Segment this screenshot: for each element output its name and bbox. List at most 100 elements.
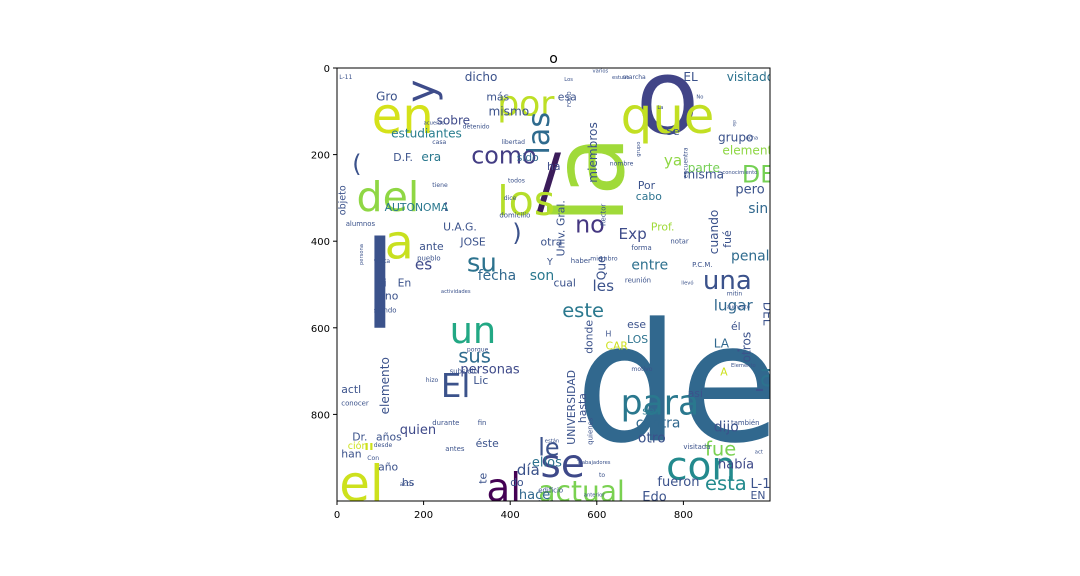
word-186: "	[363, 439, 375, 469]
word-57: personas	[460, 362, 520, 377]
word-60: estudiantes	[391, 126, 462, 140]
word-168: objeto	[338, 185, 349, 215]
word-35: fecha	[478, 268, 516, 284]
word-25: esta	[705, 472, 747, 495]
word-164: DEL	[761, 302, 775, 326]
word-178: conocimiento	[722, 170, 757, 176]
word-81: LOS	[627, 333, 648, 346]
word-116: P.C.M.	[692, 261, 712, 269]
word-159: hasta	[576, 393, 589, 423]
chart-title: o	[549, 51, 558, 67]
word-110: fin	[478, 419, 487, 427]
word-43: dijo	[714, 420, 739, 436]
word-68: elementos	[722, 144, 786, 158]
word-111: antes	[445, 445, 465, 453]
word-32: Exp	[619, 225, 647, 243]
word-29: no	[575, 211, 605, 239]
word-157: Gral.	[554, 200, 567, 226]
word-115: forma	[631, 244, 651, 252]
x-tick-label: 0	[334, 510, 340, 521]
word-33: ya	[664, 151, 682, 169]
word-20: para	[621, 383, 700, 423]
word-165: otros	[740, 332, 754, 363]
word-119: miembro	[590, 256, 618, 263]
word-19: El	[441, 367, 471, 405]
word-143: L-11	[339, 74, 352, 81]
word-171: encuentra	[683, 147, 690, 178]
word-80: ese	[627, 318, 646, 331]
word-55: quien	[400, 423, 436, 438]
word-123: alumnos	[346, 220, 376, 228]
word-146: La	[657, 105, 663, 111]
word-18: un	[450, 309, 497, 352]
word-90: JOSE	[459, 236, 486, 249]
word-117: reunión	[625, 276, 651, 284]
y-tick-label: 800	[311, 410, 330, 421]
word-133: nombre	[610, 160, 634, 167]
word-170: FOLIO	[567, 91, 573, 107]
word-99: han	[341, 448, 361, 461]
word-69: misma	[683, 167, 724, 181]
word-73: Por	[638, 179, 656, 192]
word-45: contra	[636, 415, 681, 431]
word-167: te	[476, 472, 489, 483]
word-14: al	[486, 466, 521, 511]
word-184: )	[512, 219, 521, 247]
word-40: penal	[731, 249, 770, 265]
word-72: D.F.	[393, 151, 413, 164]
word-127: tiene	[432, 182, 448, 189]
word-144: acuerdo	[424, 120, 445, 126]
word-2: o	[636, 37, 700, 158]
word-190: grupo	[636, 142, 642, 157]
word-120: visitada	[683, 443, 710, 451]
word-30: sus	[458, 344, 491, 367]
word-160: donde	[583, 320, 596, 354]
word-66: parte	[688, 161, 720, 175]
word-92: ante	[419, 240, 444, 253]
word-1: la	[532, 135, 647, 224]
word-187: :	[443, 196, 449, 216]
word-38: entre	[631, 257, 668, 273]
word-89: otra	[541, 236, 563, 249]
word-100: año	[378, 461, 398, 474]
word-125: siendo	[374, 307, 397, 315]
word-150: to	[599, 472, 605, 479]
word-156: Univ.	[554, 230, 567, 257]
word-82: LA	[714, 336, 730, 350]
word-101: hs	[402, 476, 415, 489]
word-152: H	[606, 330, 612, 339]
word-24: fue	[705, 438, 736, 461]
word-22: su	[467, 249, 497, 279]
word-94: si	[378, 277, 387, 290]
x-tick-label: 600	[587, 510, 606, 521]
word-169: Rector	[600, 204, 608, 226]
word-84: así	[688, 387, 704, 400]
word-97: Dr.	[352, 430, 367, 443]
word-62: más	[486, 91, 509, 104]
word-34: es	[415, 255, 432, 273]
word-78: ha	[547, 160, 560, 173]
word-88: cual	[554, 277, 576, 290]
word-70: Gro	[376, 90, 397, 104]
word-163: fué	[721, 230, 734, 248]
word-122: conocer	[341, 400, 369, 408]
word-106: edificio	[538, 486, 563, 494]
word-109: durante	[432, 419, 459, 427]
y-axis: 0 200 400 600 800	[311, 64, 337, 421]
word-67: grupo	[718, 131, 753, 145]
word-140: hizo	[426, 377, 439, 384]
word-132: dice	[504, 195, 517, 202]
x-tick-label: 800	[674, 510, 693, 521]
word-64: EL	[683, 70, 698, 84]
word-63: era	[421, 150, 441, 164]
word-145: Los	[564, 77, 573, 83]
word-76: Se	[666, 125, 680, 138]
word-37: les	[593, 277, 615, 295]
word-9: del	[357, 173, 420, 221]
word-41: pero	[735, 183, 764, 198]
word-148: Elemento	[731, 363, 756, 369]
word-151: está	[683, 499, 696, 507]
word-139: porque	[467, 347, 489, 354]
word-185: -	[755, 374, 764, 404]
word-141: desde	[374, 442, 393, 449]
